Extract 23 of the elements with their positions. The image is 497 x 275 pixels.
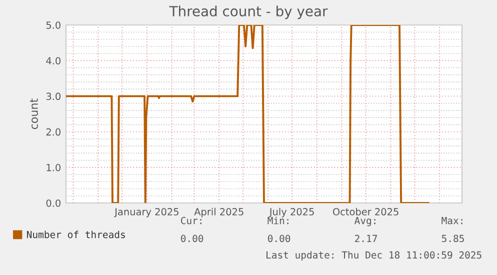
x-tick-label: October 2025 — [332, 208, 398, 216]
text: Avg: — [354, 217, 376, 226]
legend-label: Number of threads — [27, 230, 125, 238]
y-tick-label: 4.0 — [46, 57, 60, 64]
x-tick-label: April 2025 — [194, 208, 244, 218]
y-tick-label: 1.0 — [46, 164, 60, 172]
y-tick-label: 2.0 — [46, 128, 60, 136]
y-tick-label: 0.0 — [46, 199, 60, 207]
text: 0.00 — [268, 234, 290, 242]
x-tick-label: July 2025 — [268, 208, 314, 218]
line-series — [66, 25, 430, 203]
text: Cur: — [181, 216, 202, 224]
x-tick-label: January 2025 — [114, 208, 178, 218]
text: 5.85 — [442, 234, 464, 242]
y-tick-label: 5.0 — [46, 21, 60, 29]
text: Last update: Thu Dec 18 11:00:59 2025 — [266, 251, 482, 261]
chart-title: Thread count - by year — [169, 6, 328, 20]
y-axis-title: count — [30, 98, 38, 130]
text: 2.17 — [355, 234, 377, 242]
text: Max: — [442, 217, 462, 224]
text: Min: — [268, 216, 288, 224]
text: 0.00 — [180, 234, 204, 242]
y-tick-label: 3.0 — [46, 92, 60, 100]
